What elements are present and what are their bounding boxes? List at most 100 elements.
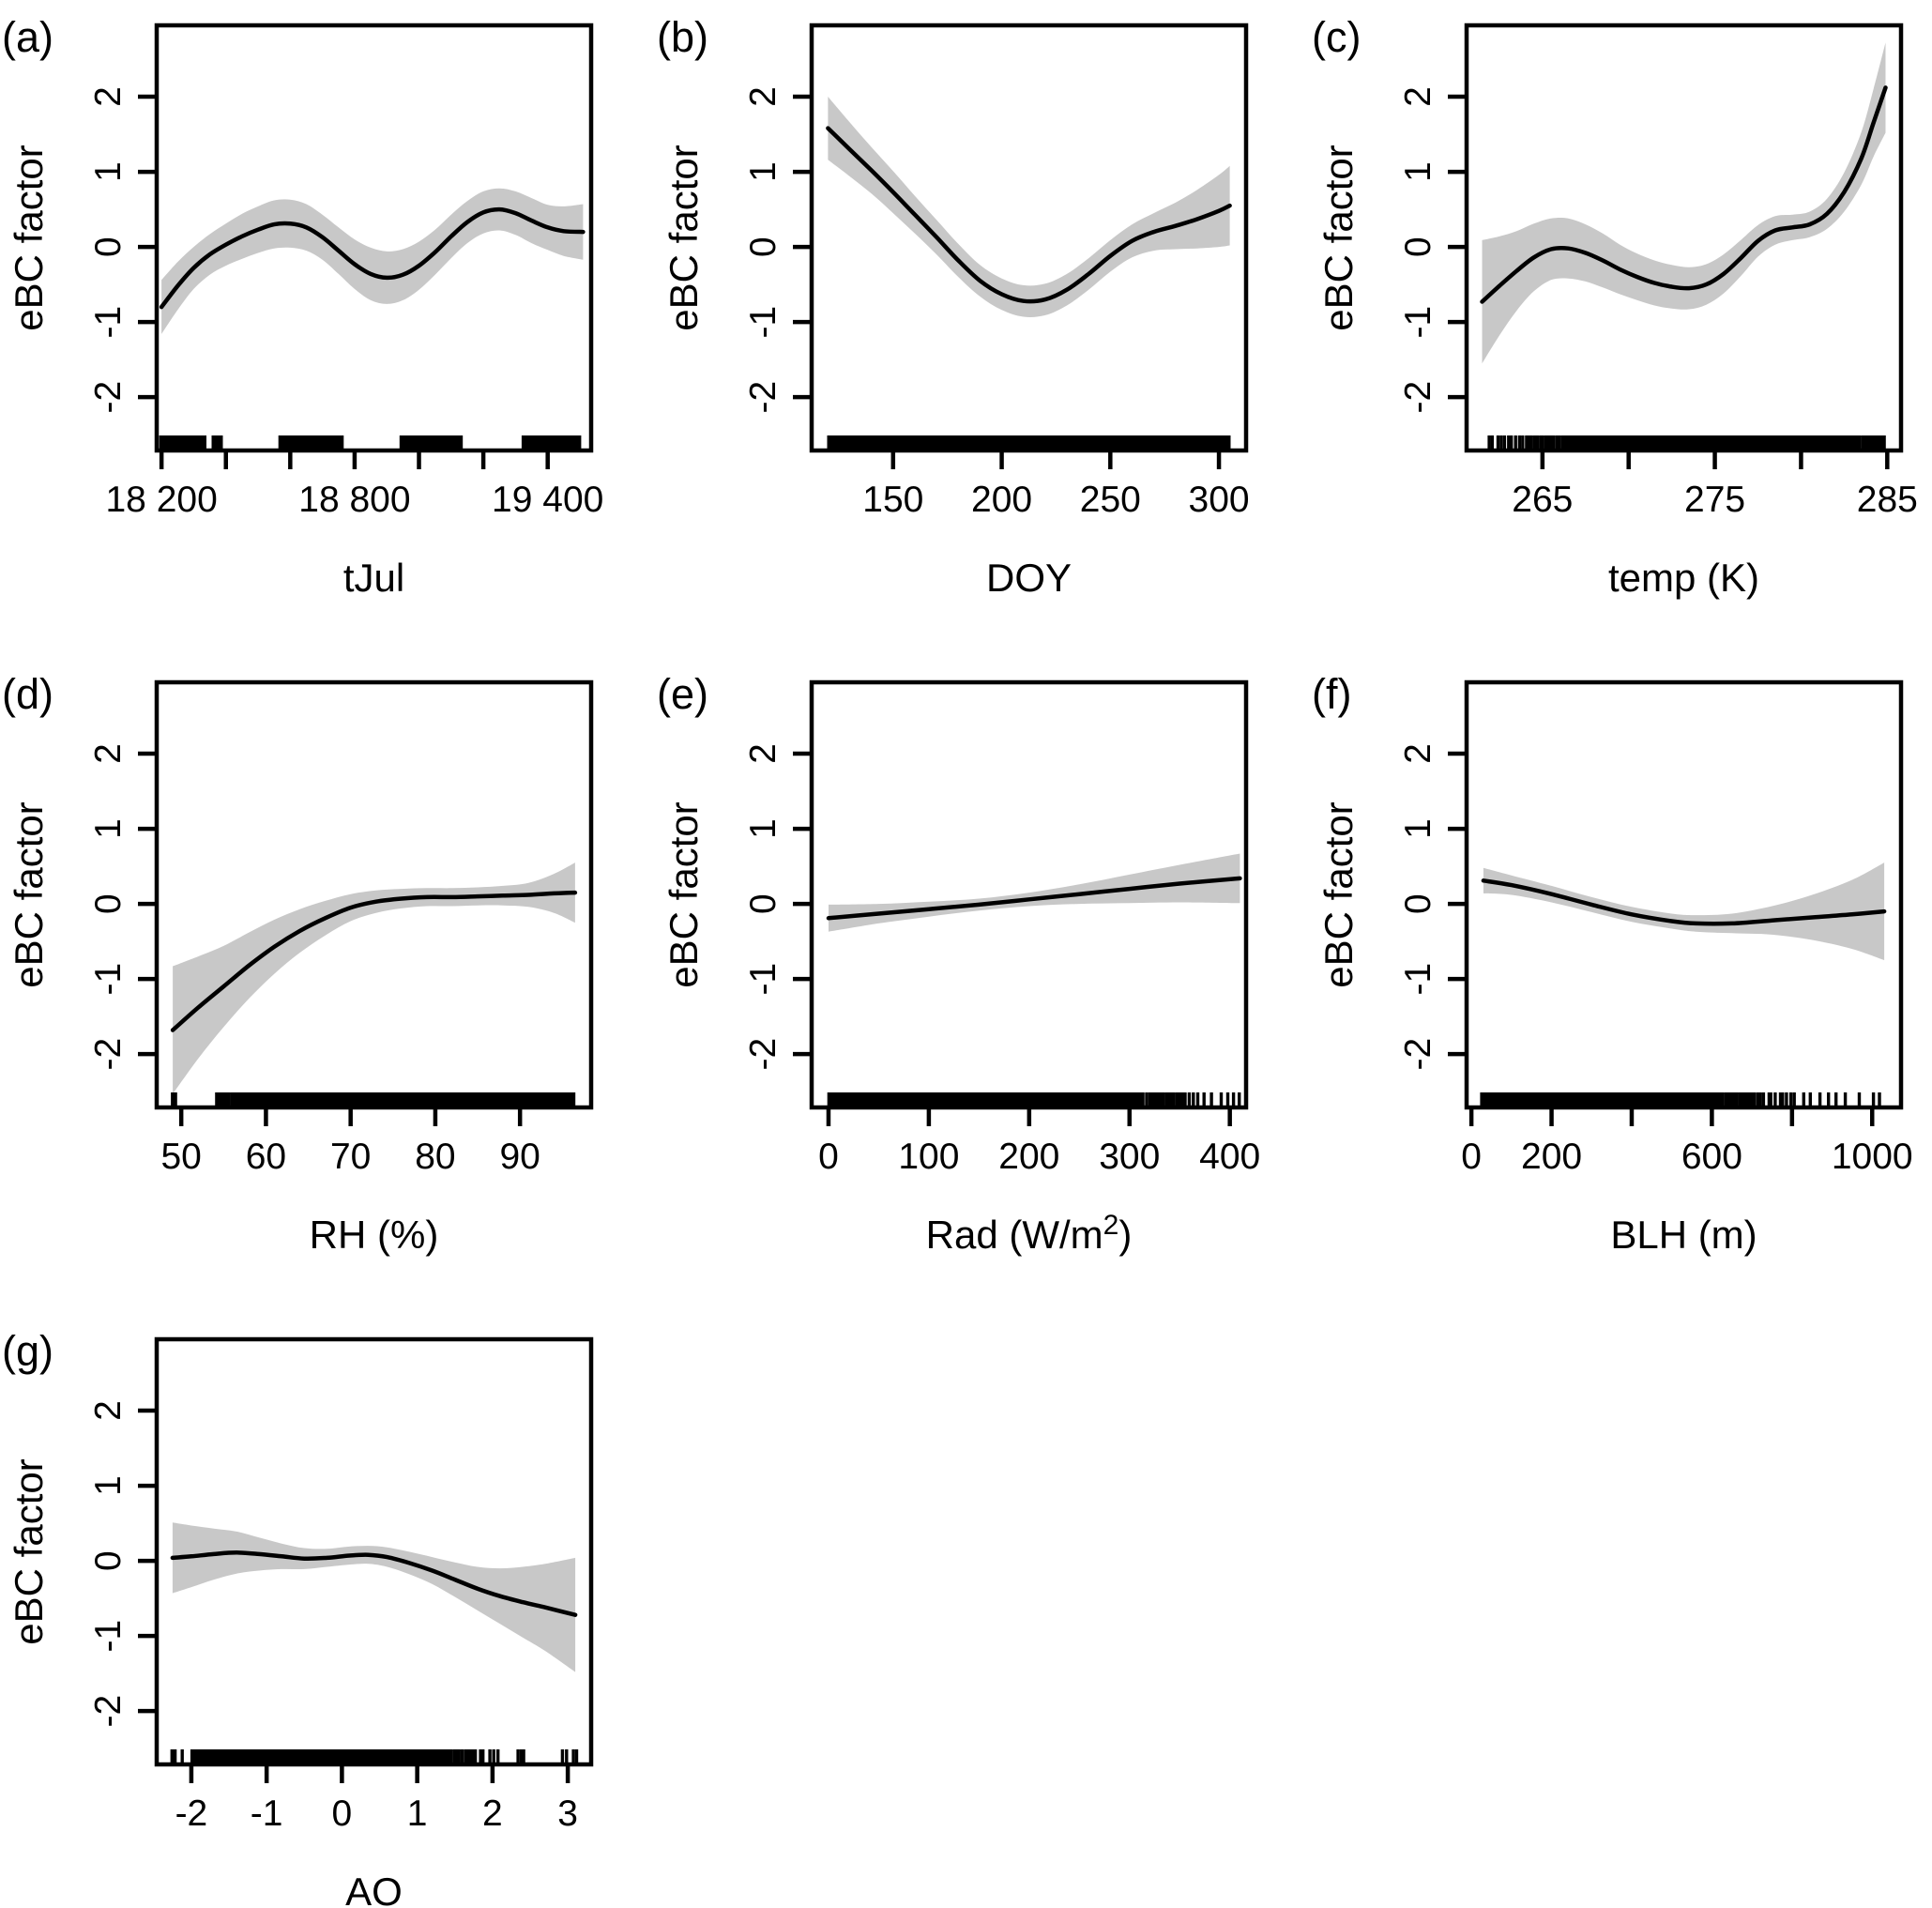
y-tick-label: 2 [88, 1400, 129, 1421]
y-tick-label: 2 [88, 743, 129, 764]
plot-box [809, 23, 1249, 453]
y-tick-label: 1 [743, 818, 783, 839]
x-axis-label: DOY [986, 556, 1072, 600]
y-tick-label: 0 [88, 237, 129, 257]
y-tick-label: -2 [1398, 1038, 1438, 1071]
y-axis-label: eBC factor [1316, 145, 1361, 330]
x-tick-label: 200 [971, 480, 1032, 520]
panel-d: 50 60 70 80 90 -2 -1 0 1 2 RH (%) eBC factor (d) [2, 670, 594, 1257]
y-tick-label: 1 [88, 1475, 129, 1496]
y-tick-label: 1 [88, 161, 129, 182]
x-tick-label: 80 [415, 1137, 455, 1177]
y-tick-label: 2 [743, 86, 783, 107]
confidence-band [173, 862, 575, 1094]
panel-g: -2 -1 0 1 2 3 -2 -1 0 1 2 AO eBC factor (g) [2, 1327, 594, 1908]
y-tick-label: -2 [88, 381, 129, 414]
plot-box [1464, 23, 1904, 453]
x-axis-label: BLH (m) [1610, 1213, 1757, 1257]
plot-area [1481, 862, 1887, 961]
smooth-curve [1481, 878, 1887, 926]
smooth-curve [826, 876, 1242, 921]
panel-letter: (b) [657, 13, 708, 61]
rug [1480, 1092, 1881, 1107]
y-tick-label: 2 [743, 743, 783, 764]
plot-box [154, 23, 594, 453]
panel-letter: (g) [2, 1327, 53, 1375]
rug [827, 435, 1231, 450]
y-tick-label: -1 [88, 1620, 129, 1653]
x-tick-label: 265 [1512, 480, 1573, 520]
y-tick-label: 1 [1398, 818, 1438, 839]
plot-area [826, 97, 1232, 317]
x-tick-label: 200 [1521, 1137, 1582, 1177]
plot-area [170, 1522, 578, 1672]
x-tick-label: 600 [1681, 1137, 1742, 1177]
y-tick-label: 0 [1398, 893, 1438, 914]
y-tick-label: 0 [88, 893, 129, 914]
panel-e: 0 100 200 300 400 -2 -1 0 1 2 Rad (W/m2) eBC factor… [657, 670, 1260, 1257]
x-tick-label: 3 [557, 1794, 578, 1834]
plot-box [154, 1336, 594, 1767]
y-tick-label: 1 [743, 161, 783, 182]
panel-f: 0 200 600 1000 -2 -1 0 1 2 BLH (m) eBC factor (f) [1312, 670, 1913, 1257]
panel-c: 265 275 285 -2 -1 0 1 2 temp (K) eBC factor (c) [1312, 13, 1918, 600]
confidence-band [828, 97, 1230, 317]
plot-area [826, 853, 1242, 932]
x-tick-label: 0 [1461, 1137, 1482, 1177]
y-tick-label: -1 [743, 963, 783, 996]
plot-box [154, 679, 594, 1110]
plot-area [1480, 42, 1888, 364]
y-tick-label: 0 [88, 1550, 129, 1571]
panel-letter: (e) [657, 670, 708, 718]
y-axis-label: eBC factor [7, 801, 51, 987]
x-tick-label: 275 [1684, 480, 1745, 520]
x-axis-label: tJul [343, 556, 404, 600]
y-axis-label: eBC factor [662, 801, 706, 987]
confidence-band [829, 853, 1240, 932]
rug [171, 1092, 576, 1107]
x-tick-label: 19 400 [492, 480, 603, 520]
y-tick-label: -1 [1398, 963, 1438, 996]
smooth-curve [159, 206, 586, 310]
y-tick-label: -1 [743, 306, 783, 339]
x-tick-label: 250 [1080, 480, 1141, 520]
y-tick-label: 2 [1398, 86, 1438, 107]
confidence-band [172, 1522, 576, 1672]
y-tick-label: 0 [743, 237, 783, 257]
x-tick-label: -2 [175, 1794, 208, 1834]
x-tick-label: 18 200 [105, 480, 217, 520]
y-axis-label: eBC factor [1316, 801, 1361, 987]
x-tick-label: 0 [332, 1794, 353, 1834]
panel-letter: (d) [2, 670, 53, 718]
y-axis-label: eBC factor [7, 1458, 51, 1644]
x-tick-label: 100 [898, 1137, 959, 1177]
panel-letter: (a) [2, 13, 53, 61]
y-tick-label: -1 [1398, 306, 1438, 339]
y-tick-label: 0 [743, 893, 783, 914]
panel-b: 150 200 250 300 -2 -1 0 1 2 DOY eBC factor (b) [657, 13, 1250, 600]
x-tick-label: 0 [818, 1137, 839, 1177]
x-tick-label: 50 [160, 1137, 201, 1177]
x-tick-label: 1 [407, 1794, 428, 1834]
y-axis-label: eBC factor [662, 145, 706, 330]
x-axis-label: AO [345, 1870, 403, 1908]
x-tick-label: 400 [1199, 1137, 1260, 1177]
x-axis-label: Rad (W/m2) [926, 1210, 1133, 1257]
confidence-band [1483, 862, 1885, 961]
x-tick-label: 1000 [1832, 1137, 1913, 1177]
y-tick-label: -2 [88, 1695, 129, 1728]
panel-a: 18 200 18 800 19 400 -2 -1 0 1 2 tJul eBC factor (… [2, 13, 603, 600]
plot-box [1464, 679, 1904, 1110]
x-tick-label: -1 [251, 1794, 283, 1834]
y-tick-label: 2 [1398, 743, 1438, 764]
y-tick-label: 2 [88, 86, 129, 107]
y-tick-label: -1 [88, 306, 129, 339]
y-tick-label: -1 [88, 963, 129, 996]
y-axis-label: eBC factor [7, 145, 51, 330]
x-tick-label: 70 [330, 1137, 371, 1177]
y-tick-label: -2 [743, 1038, 783, 1071]
x-axis-label: RH (%) [310, 1213, 439, 1257]
rug [170, 1749, 579, 1764]
y-tick-label: 1 [1398, 161, 1438, 182]
